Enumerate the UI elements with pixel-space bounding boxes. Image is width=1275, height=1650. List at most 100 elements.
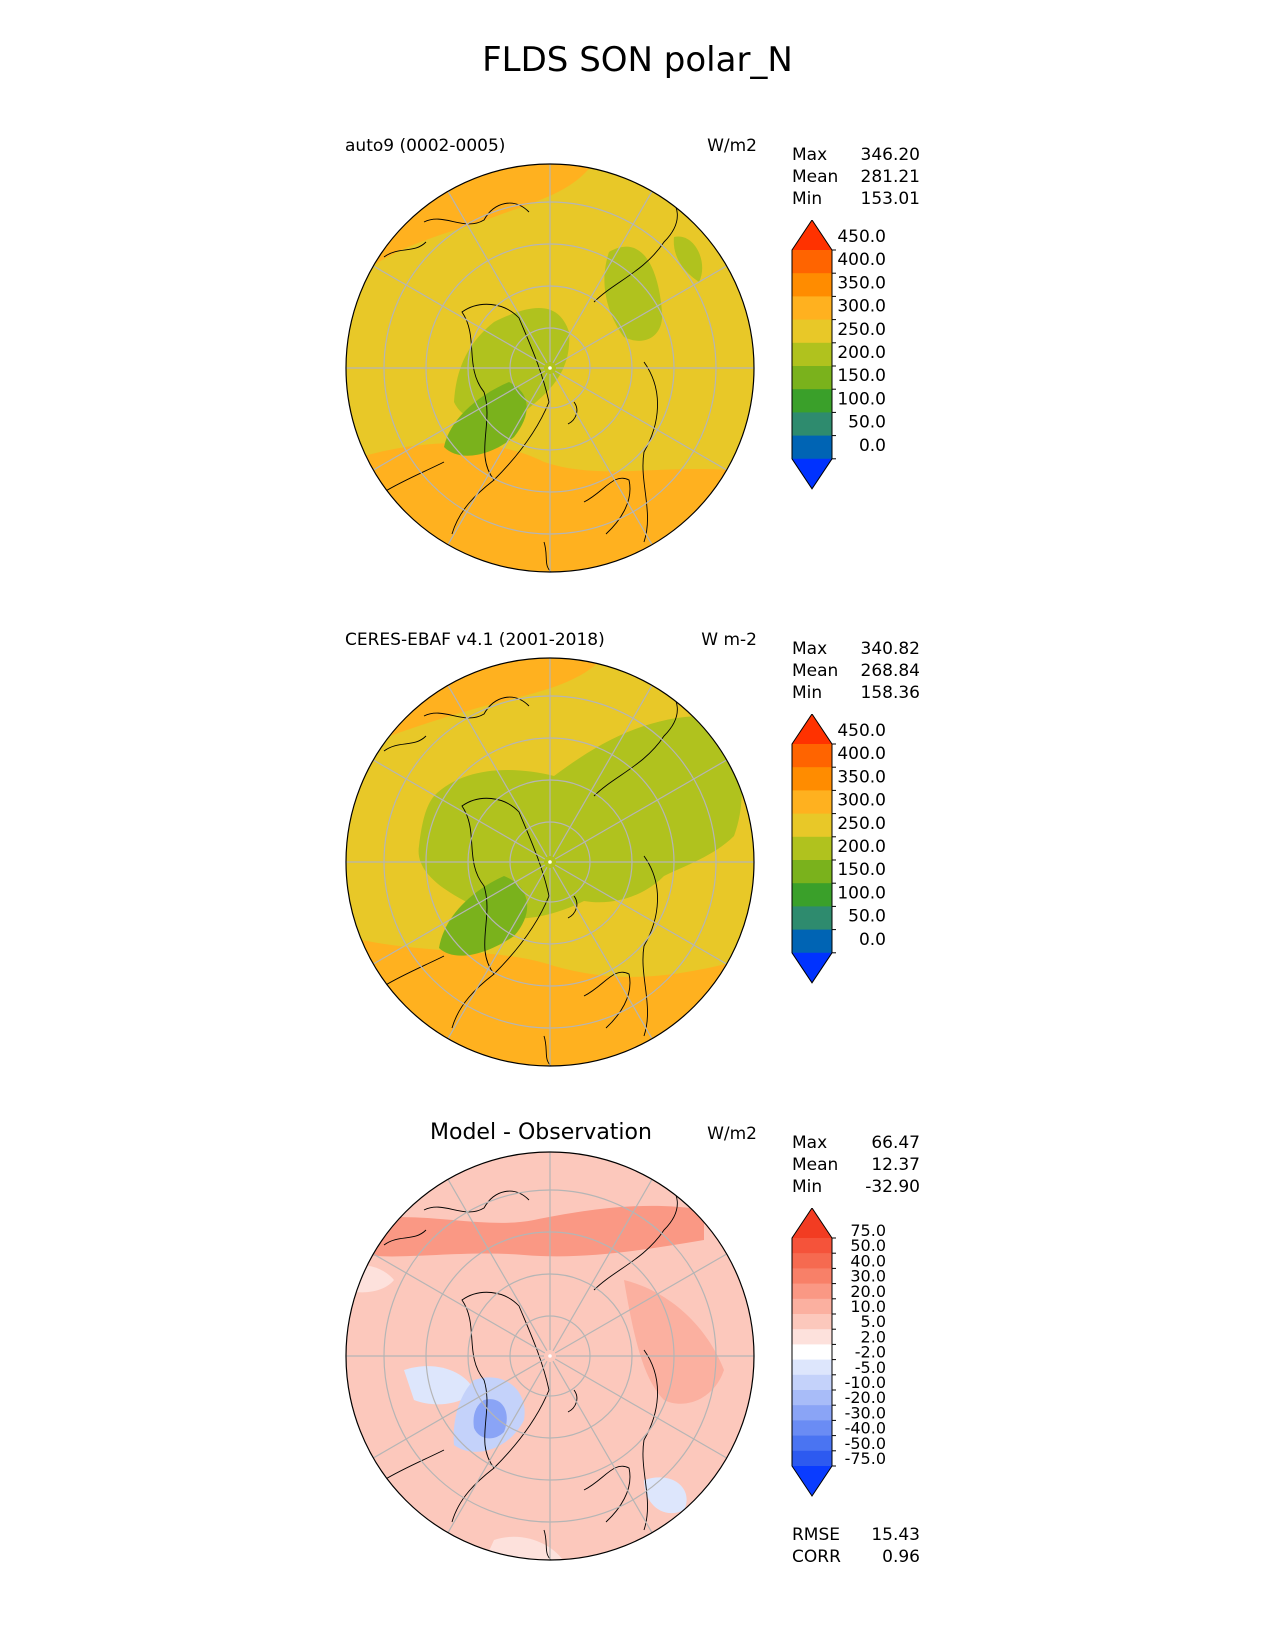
colorbar-tick-label: -50.0 — [845, 1434, 886, 1453]
colorbar-tick-label: 2.0 — [861, 1327, 886, 1346]
metric-rmse: RMSE 15.43 — [792, 1525, 920, 1545]
coastline — [543, 971, 631, 1066]
colorbar-tick-label: 0.0 — [859, 436, 886, 456]
colorbar-tick-label: -30.0 — [845, 1403, 886, 1422]
colorbar-tick-label: -75.0 — [845, 1449, 886, 1468]
colorbar-difference: -75.0-50.0-40.0-30.0-20.0-10.0-5.0-2.02.… — [791, 1208, 886, 1497]
graticule-meridian — [554, 1253, 727, 1354]
metric-corr: CORR 0.96 — [792, 1547, 920, 1567]
graticule-meridian — [552, 1179, 653, 1352]
graticule-meridian — [447, 866, 548, 1039]
stat-min: Min 158.36 — [792, 683, 920, 703]
colorbar-segment — [792, 342, 832, 367]
graticule-meridian — [373, 1253, 546, 1354]
stat-mean: Mean 12.37 — [792, 1155, 920, 1175]
field-region — [418, 716, 742, 919]
graticule-meridian — [373, 759, 546, 860]
stat-min: Min 153.01 — [792, 189, 920, 209]
graticule-meridian — [554, 370, 727, 471]
graticule-meridian — [554, 1358, 727, 1459]
field-region — [439, 876, 528, 956]
colorbar-tick-label: 50.0 — [848, 907, 886, 927]
graticule-meridian — [373, 265, 546, 366]
panel-units: W m-2 — [701, 630, 757, 650]
graticule-meridian — [373, 370, 546, 471]
colorbar-segment — [792, 744, 832, 768]
colorbar-tick-label: 50.0 — [848, 413, 886, 433]
graticule-meridian — [554, 265, 727, 366]
stat-mean: Mean 281.21 — [792, 167, 920, 187]
field-region — [644, 1477, 687, 1514]
graticule-meridian — [447, 1179, 548, 1352]
colorbar-tick-label: 400.0 — [837, 250, 886, 270]
field-region — [604, 246, 663, 341]
colorbar-tick-label: 250.0 — [837, 814, 886, 834]
colorbar-segment — [792, 767, 832, 791]
polar-map-model — [345, 163, 755, 573]
colorbar-tick-label: -40.0 — [845, 1419, 886, 1438]
colorbar-observation: 0.0 50.0 100.0 150.0 200.0 250.0 300.0 350.0 400… — [791, 714, 886, 984]
colorbar-segment — [792, 1344, 832, 1361]
stat-max: Max 346.20 — [792, 145, 920, 165]
north-pole-marker — [548, 860, 552, 864]
graticule-meridian — [552, 866, 653, 1039]
colorbar-tick-label: 30.0 — [850, 1267, 886, 1286]
colorbar-segment — [792, 1253, 832, 1269]
colorbar-tick-label: 150.0 — [837, 860, 886, 880]
map-boundary — [345, 163, 755, 573]
stats-box: Max 346.20 Mean 281.21 Min 153.01 — [792, 144, 920, 210]
colorbar-tick-label: 200.0 — [837, 343, 886, 363]
colorbar-segment — [792, 790, 832, 815]
colorbar-segment — [792, 883, 832, 907]
stat-max: Max 340.82 — [792, 639, 920, 659]
figure-title: FLDS SON polar_N — [482, 40, 793, 80]
graticule-meridian — [447, 685, 548, 858]
stats-box: Max 340.82 Mean 268.84 Min 158.36 — [792, 638, 920, 704]
colorbar-segment — [792, 1450, 832, 1467]
field-region — [473, 1399, 507, 1439]
coastline — [383, 202, 530, 258]
colorbar-segment — [792, 1435, 832, 1452]
field-region — [673, 236, 703, 282]
colorbar-segment — [792, 366, 832, 390]
coastline — [543, 1465, 631, 1560]
stat-max: Max 66.47 — [792, 1133, 920, 1153]
colorbar-segment — [792, 813, 832, 838]
graticule-meridian — [447, 1360, 548, 1533]
colorbar-extend-min — [792, 1466, 832, 1496]
north-pole-marker — [548, 366, 552, 370]
coastline — [461, 797, 550, 975]
panel-center-title: Model - Observation — [430, 1120, 652, 1145]
colorbar-segment — [792, 1298, 832, 1315]
stat-mean: Mean 268.84 — [792, 661, 920, 681]
colorbar-segment — [792, 319, 832, 344]
colorbar-segment — [792, 860, 832, 884]
map-boundary — [345, 1151, 755, 1561]
colorbar-tick-label: 200.0 — [837, 837, 886, 857]
colorbar-tick-label: 100.0 — [837, 389, 886, 409]
coastline — [461, 1291, 550, 1469]
map-boundary — [345, 657, 755, 1067]
colorbar-tick-label: -20.0 — [845, 1388, 886, 1407]
colorbar-tick-label: 20.0 — [850, 1282, 886, 1301]
graticule-meridian — [554, 759, 727, 860]
coastline — [383, 1190, 530, 1246]
stats-box: Max 66.47 Mean 12.37 Min -32.90 — [792, 1132, 920, 1198]
colorbar-segment — [792, 929, 832, 954]
colorbar-tick-label: 150.0 — [837, 366, 886, 386]
colorbar-tick-label: -10.0 — [845, 1373, 886, 1392]
colorbar-tick-label: 75.0 — [850, 1221, 886, 1240]
graticule-meridian — [447, 191, 548, 364]
colorbar-tick-label: 300.0 — [837, 297, 886, 317]
colorbar-segment — [792, 1268, 832, 1285]
colorbar-segment — [792, 1420, 832, 1437]
metrics-box: RMSE 15.43 CORR 0.96 — [792, 1524, 920, 1568]
colorbar-extend-min — [792, 458, 832, 489]
colorbar-tick-label: 40.0 — [850, 1251, 886, 1270]
stat-min: Min -32.90 — [792, 1177, 920, 1197]
colorbar-segment — [792, 389, 832, 413]
colorbar-tick-label: 10.0 — [850, 1297, 886, 1316]
colorbar-segment — [792, 1405, 832, 1421]
colorbar-segment — [792, 1359, 832, 1376]
colorbar-segment — [792, 435, 832, 460]
